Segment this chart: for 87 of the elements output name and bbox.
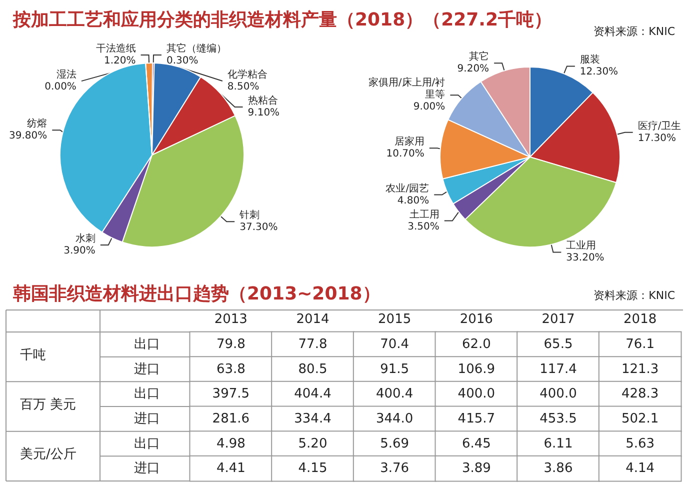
data-label: 1.20% <box>104 56 136 67</box>
y2-tick-label: 美元/公斤 <box>20 446 76 462</box>
data-label: 400.4 <box>376 386 414 402</box>
data-label: 70.4 <box>380 336 410 352</box>
data-label: 76.1 <box>626 336 655 352</box>
x-tick-label: 2018 <box>624 312 657 327</box>
slice-label: 农业/园艺 <box>386 182 430 194</box>
data-label: 5.69 <box>380 436 410 452</box>
chart-title: 韩国非织造材料进出口趋势（2013~2018） <box>12 284 380 304</box>
data-label: 428.3 <box>621 386 659 402</box>
data-label: 4.98 <box>216 436 246 452</box>
data-label: 6.45 <box>462 436 491 452</box>
data-label: 63.8 <box>216 362 246 377</box>
data-label: 415.7 <box>458 411 496 426</box>
data-label: 3.50% <box>408 221 440 232</box>
y-tick-label: 进口 <box>134 461 160 476</box>
data-label: 33.20% <box>566 252 604 264</box>
slice-label: 水刺 <box>75 232 96 244</box>
slice-label: 土工用 <box>409 208 440 220</box>
slice-label: 化学粘合 <box>227 68 268 81</box>
data-label: 400.0 <box>540 386 577 402</box>
data-label: 65.5 <box>544 336 573 352</box>
data-label: 502.1 <box>621 411 659 426</box>
data-label: 5.20 <box>298 436 328 452</box>
slice-label: 居家用 <box>394 136 424 148</box>
y-tick-label: 进口 <box>134 362 160 377</box>
slice-label: 其它（缝编） <box>166 42 226 55</box>
data-label: 79.8 <box>216 336 246 352</box>
data-label: 9.00% <box>413 102 446 113</box>
slice-label: 针刺 <box>238 209 260 222</box>
slice-label: 服装 <box>580 54 600 66</box>
data-label: 37.30% <box>240 222 278 234</box>
slice-label: 干法造纸 <box>96 42 136 55</box>
slice-label: 纺熔 <box>27 118 48 130</box>
data-label: 9.20% <box>457 64 490 75</box>
data-label: 39.80% <box>8 130 48 142</box>
data-label: 62.0 <box>462 336 491 352</box>
slice-label: 医疗/卫生 <box>638 120 682 132</box>
data-label: 453.5 <box>540 411 577 426</box>
data-label: 12.30% <box>580 66 618 78</box>
x-tick-label: 2013 <box>214 312 248 327</box>
data-label: 106.9 <box>458 362 496 377</box>
data-label: 3.89 <box>462 461 491 476</box>
data-label: 9.10% <box>248 108 280 119</box>
slice-label: 工业用 <box>566 240 596 252</box>
data-label: 400.0 <box>458 386 496 402</box>
data-label: 404.4 <box>294 386 332 402</box>
data-label: 6.11 <box>544 436 573 452</box>
text: 资料来源：KNIC <box>594 289 676 302</box>
y2-tick-label: 百万 美元 <box>20 396 76 412</box>
y2-tick-label: 千吨 <box>20 348 46 363</box>
data-label: 77.8 <box>298 336 328 352</box>
data-label: 281.6 <box>212 411 250 426</box>
data-label: 80.5 <box>298 362 328 377</box>
x-tick-label: 2014 <box>296 312 330 327</box>
data-label: 91.5 <box>380 362 410 377</box>
data-label: 4.15 <box>298 461 328 476</box>
data-label: 3.90% <box>64 245 96 256</box>
chart-title: 按加工工艺和应用分类的非织造材料产量（2018）（227.2千吨） <box>12 10 552 30</box>
x-tick-label: 2016 <box>460 312 493 327</box>
data-label: 17.30% <box>638 132 676 144</box>
data-label: 397.5 <box>212 386 250 402</box>
data-label: 3.76 <box>380 461 410 476</box>
data-label: 4.14 <box>626 461 655 476</box>
data-label: 5.63 <box>626 436 655 452</box>
y-tick-label: 进口 <box>134 411 160 426</box>
data-label: 121.3 <box>621 362 659 377</box>
data-label: 4.80% <box>397 195 430 206</box>
category-label: 湿法 <box>56 70 76 81</box>
data-label: 117.4 <box>540 362 577 377</box>
text: 资料来源：KNIC <box>594 25 676 38</box>
y-tick-label: 出口 <box>134 436 160 452</box>
x-tick-label: 2015 <box>378 312 412 327</box>
x-tick-label: 2017 <box>542 312 575 327</box>
text: 0.00% <box>44 82 76 93</box>
data-label: 8.50% <box>227 82 260 93</box>
slice-label: 家俱用/床上用/衬里等 <box>368 76 446 101</box>
slice-label: 热粘合 <box>248 94 278 107</box>
y-tick-label: 出口 <box>134 386 160 402</box>
data-label: 0.30% <box>166 56 198 67</box>
slice-label: 其它 <box>469 50 490 63</box>
data-label: 334.4 <box>294 411 332 426</box>
data-label: 4.41 <box>216 461 246 476</box>
data-label: 10.70% <box>386 148 424 160</box>
data-label: 344.0 <box>376 411 414 426</box>
y-tick-label: 出口 <box>134 336 160 352</box>
data-label: 3.86 <box>544 461 573 476</box>
